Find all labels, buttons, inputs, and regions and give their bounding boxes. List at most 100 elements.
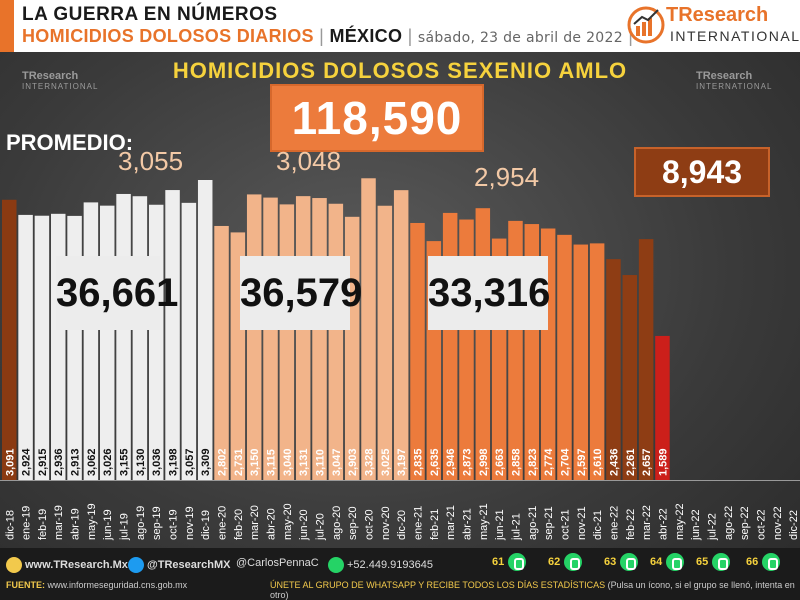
whatsapp-group-66[interactable]: 66 [746, 553, 781, 571]
value-label-nov-21: 2,597 [576, 448, 588, 476]
value-label-feb-22: 2,261 [625, 448, 637, 476]
whatsapp-icon [762, 553, 781, 571]
total-2020: 36,579 [240, 256, 362, 330]
tick-label-jul-20: jul-20 [315, 513, 327, 541]
value-label-sep-21: 2,774 [543, 448, 555, 476]
bar-may-20 [279, 204, 295, 480]
bar-abr-22 [655, 335, 670, 480]
value-label-feb-21: 2,635 [429, 448, 441, 476]
average-2021: 2,954 [474, 162, 540, 192]
value-label-jul-19: 3,155 [119, 448, 131, 476]
twitter-icon [128, 557, 144, 573]
watermark-sub: INTERNATIONAL [22, 82, 99, 91]
tick-label-ago-20: ago-20 [331, 506, 343, 540]
value-label-ene-21: 2,835 [413, 448, 425, 476]
bar-sep-19 [148, 204, 164, 481]
tick-label-mar-21: mar-21 [445, 505, 457, 540]
grand-total: 118,590 [270, 84, 484, 152]
bar-jul-19 [116, 193, 131, 481]
whatsapp-icon [508, 553, 527, 571]
phone-link[interactable]: +52.449.9193645 [328, 557, 433, 573]
bar-jul-20 [312, 198, 327, 481]
tick-label-mar-20: mar-20 [249, 505, 261, 540]
group-number: 63 [604, 555, 617, 568]
value-label-mar-19: 2,936 [53, 448, 65, 476]
bar-nov-20 [377, 205, 393, 480]
logo[interactable]: TResearch INTERNATIONAL [626, 2, 799, 48]
globe-icon [6, 557, 22, 573]
group-number: 61 [492, 555, 505, 568]
value-label-abr-21: 2,873 [461, 448, 473, 476]
tick-label-jun-21: jun-21 [494, 509, 506, 541]
value-label-nov-19: 3,057 [184, 448, 196, 476]
web-link[interactable]: www.TResearch.Mx [6, 557, 128, 573]
source-label: FUENTE: [6, 580, 45, 590]
whatsapp-group-63[interactable]: 63 [604, 553, 639, 571]
value-label-abr-22: 1,589 [657, 448, 669, 476]
bar-dic-18 [2, 199, 17, 480]
bar-ene-21 [410, 222, 425, 481]
bar-ene-19 [18, 214, 33, 481]
subtitle-text: HOMICIDIOS DOLOSOS DIARIOS [22, 26, 314, 46]
tick-label-oct-22: oct-22 [755, 509, 767, 540]
value-label-mar-21: 2,946 [445, 448, 457, 476]
source-url[interactable]: www.informeseguridad.cns.gob.mx [47, 580, 188, 590]
tick-label-jul-21: jul-21 [510, 513, 522, 541]
tick-label-sep-19: sep-19 [151, 506, 163, 540]
bar-mar-19 [50, 213, 66, 480]
value-label-jun-19: 3,026 [102, 448, 114, 476]
value-label-may-21: 2,998 [478, 448, 490, 476]
phone-icon [328, 557, 344, 573]
value-label-sep-19: 3,036 [151, 448, 163, 476]
watermark-brand: TResearch [696, 70, 753, 82]
value-label-dic-20: 3,197 [396, 448, 408, 476]
web-text: www.TResearch.Mx [25, 558, 128, 571]
whatsapp-group-65[interactable]: 65 [696, 553, 731, 571]
watermark-left: TResearch INTERNATIONAL [22, 70, 98, 91]
value-label-ago-19: 3,130 [135, 448, 147, 476]
bar-ago-19 [132, 196, 148, 481]
promedio-label: PROMEDIO: [6, 130, 134, 155]
value-label-oct-19: 3,198 [168, 448, 180, 476]
separator: | [407, 26, 413, 46]
twitter-link[interactable]: @TResearchMX [128, 557, 230, 573]
bar-dic-21 [589, 243, 605, 480]
tick-label-ene-22: ene-22 [608, 506, 620, 540]
tick-label-may-19: may-19 [86, 503, 98, 540]
source: FUENTE: www.informeseguridad.cns.gob.mx [6, 580, 187, 590]
tick-label-jul-19: jul-19 [119, 513, 131, 541]
whatsapp-group-64[interactable]: 64 [650, 553, 685, 571]
total-2021: 33,316 [428, 256, 550, 330]
tick-label-jun-20: jun-20 [298, 509, 310, 541]
value-label-sep-20: 2,903 [347, 448, 359, 476]
bar-oct-20 [361, 178, 376, 481]
total-2019: 36,661 [56, 256, 178, 330]
value-label-may-19: 3,062 [86, 448, 98, 476]
tick-label-ene-19: ene-19 [21, 506, 33, 540]
value-label-feb-20: 2,731 [233, 448, 245, 476]
logo-brand: TResearch [666, 4, 769, 26]
tick-label-abr-22: abr-22 [657, 508, 669, 540]
bar-mar-22 [638, 239, 654, 480]
tick-label-dic-22: dic-22 [788, 510, 800, 540]
group-number: 62 [548, 555, 561, 568]
tick-label-jun-22: jun-22 [690, 509, 702, 541]
twitter-link-2[interactable]: @CarlosPennaC [236, 557, 319, 569]
tick-label-ago-21: ago-21 [527, 506, 539, 540]
total-2022: 8,943 [634, 147, 770, 197]
bar-mar-20 [246, 194, 262, 481]
tick-label-sep-20: sep-20 [347, 506, 359, 540]
tick-label-nov-22: nov-22 [772, 506, 784, 540]
tick-label-oct-20: oct-20 [364, 509, 376, 540]
whatsapp-group-61[interactable]: 61 [492, 553, 527, 571]
whatsapp-group-62[interactable]: 62 [548, 553, 583, 571]
value-label-may-20: 3,040 [282, 448, 294, 476]
tick-label-abr-19: abr-19 [70, 508, 82, 540]
bar-may-19 [83, 202, 99, 480]
whatsapp-icon [712, 553, 731, 571]
tick-label-feb-22: feb-22 [625, 509, 637, 540]
tick-label-oct-19: oct-19 [168, 509, 180, 540]
bar-jun-20 [295, 196, 311, 480]
value-label-ago-20: 3,047 [331, 448, 343, 476]
value-label-abr-19: 2,913 [70, 448, 82, 476]
